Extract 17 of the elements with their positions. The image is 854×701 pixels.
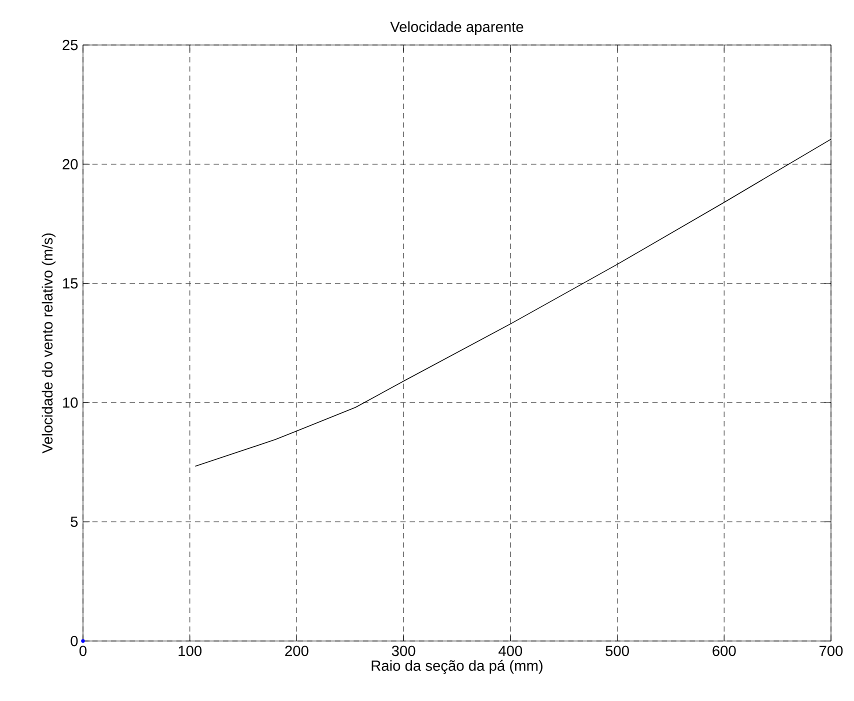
x-axis-title: Raio da seção da pá (mm) <box>372 660 542 674</box>
y-tick-label: 0 <box>70 636 78 646</box>
x-tick-label: 200 <box>285 646 308 656</box>
x-tick-label: 100 <box>178 646 202 656</box>
y-tick-label: 15 <box>63 278 78 289</box>
y-axis-title: Velocidade do vento relativo (m/s) <box>42 233 56 454</box>
x-tick-label: 500 <box>606 646 629 656</box>
x-tick-label: 700 <box>820 646 843 656</box>
chart-title: Velocidade aparente <box>390 21 524 35</box>
x-tick-label: 600 <box>712 646 736 656</box>
x-tick-label: 400 <box>498 646 522 656</box>
y-tick-label: 25 <box>62 40 78 50</box>
x-tick-label: 300 <box>392 646 416 656</box>
y-tick-label: 5 <box>70 516 78 527</box>
y-tick-label: 10 <box>63 397 78 408</box>
y-tick-label: 20 <box>62 159 78 170</box>
x-tick-label: 0 <box>79 646 86 656</box>
